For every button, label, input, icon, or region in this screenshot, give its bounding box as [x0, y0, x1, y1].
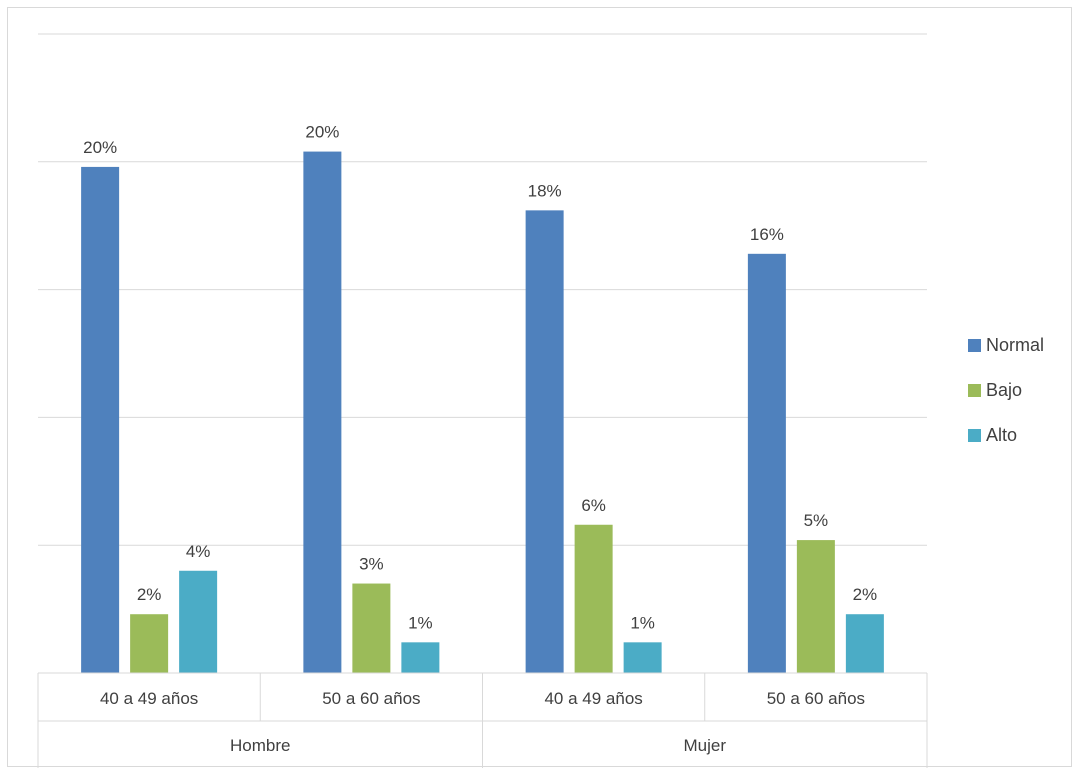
legend-label-bajo: Bajo — [986, 380, 1022, 400]
category-axis: 40 a 49 años 50 a 60 años 40 a 49 años 50 a… — [37, 672, 928, 768]
bar-alto-2 — [623, 642, 662, 673]
data-label-bajo-2: 6% — [581, 496, 606, 515]
chart-frame: 20% 20% 18% 16% 2% 3% 6% 5% 4% 1% 1% 2% 40 a 49 año… — [7, 7, 1072, 768]
legend-swatch-bajo — [968, 384, 981, 397]
bar-normal-2 — [525, 210, 564, 673]
data-labels: 20% 20% 18% 16% 2% 3% 6% 5% 4% 1% 1% 2% — [83, 123, 877, 633]
bar-alto-1 — [401, 642, 440, 673]
data-label-normal-1: 20% — [305, 123, 339, 142]
data-label-alto-0: 4% — [186, 542, 211, 561]
bar-alto-0 — [179, 570, 218, 673]
legend-label-normal: Normal — [986, 335, 1044, 355]
bar-bajo-3 — [796, 540, 835, 673]
gridlines — [38, 33, 927, 546]
data-label-normal-3: 16% — [750, 225, 784, 244]
data-label-alto-1: 1% — [408, 613, 433, 632]
group-label-0: Hombre — [230, 736, 290, 755]
data-label-normal-0: 20% — [83, 138, 117, 157]
bar-normal-3 — [747, 253, 786, 674]
legend-label-alto: Alto — [986, 425, 1017, 445]
bar-normal-1 — [303, 151, 342, 674]
category-label-1: 50 a 60 años — [322, 689, 420, 708]
data-label-alto-2: 1% — [630, 613, 655, 632]
data-label-alto-3: 2% — [853, 585, 878, 604]
legend: Normal Bajo Alto — [968, 335, 1044, 445]
bar-chart: 20% 20% 18% 16% 2% 3% 6% 5% 4% 1% 1% 2% 40 a 49 año… — [37, 33, 1044, 768]
category-label-2: 40 a 49 años — [544, 689, 642, 708]
category-label-0: 40 a 49 años — [100, 689, 198, 708]
bars — [81, 151, 884, 674]
data-label-bajo-0: 2% — [137, 585, 162, 604]
legend-swatch-normal — [968, 339, 981, 352]
bar-bajo-1 — [352, 583, 391, 673]
data-label-normal-2: 18% — [528, 181, 562, 200]
group-label-1: Mujer — [683, 736, 726, 755]
bar-alto-3 — [845, 614, 884, 673]
bar-normal-0 — [81, 166, 120, 674]
bar-bajo-0 — [130, 614, 169, 673]
data-label-bajo-1: 3% — [359, 555, 384, 574]
legend-swatch-alto — [968, 429, 981, 442]
bar-bajo-2 — [574, 524, 613, 673]
category-label-3: 50 a 60 años — [767, 689, 865, 708]
data-label-bajo-3: 5% — [804, 511, 829, 530]
